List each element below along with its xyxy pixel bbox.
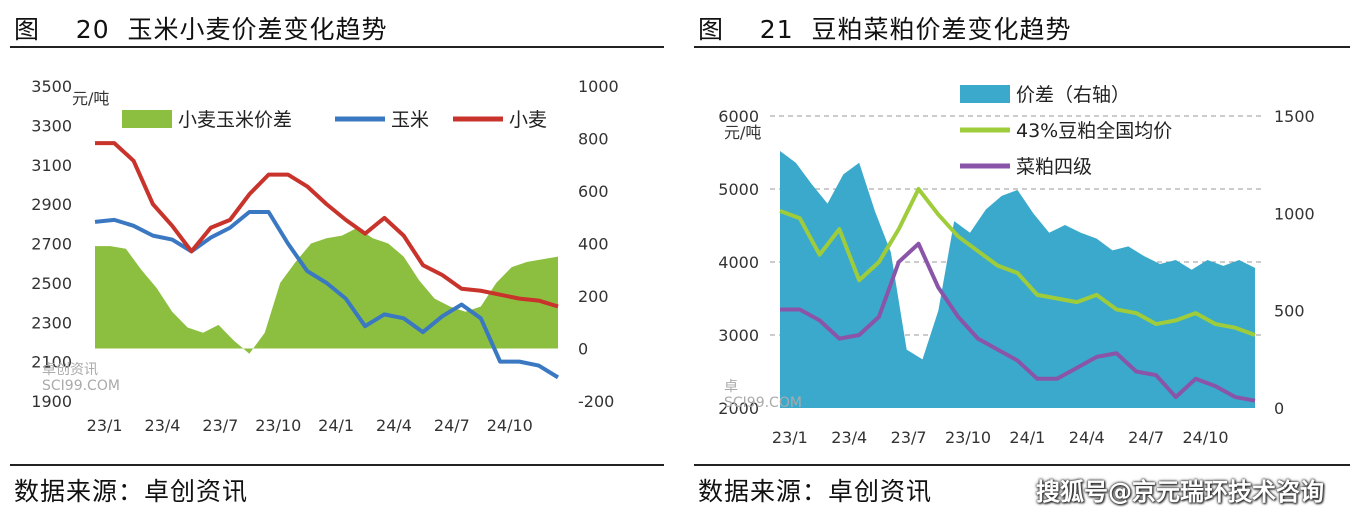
legend-swatch <box>960 85 1010 103</box>
x-tick-label: 23/4 <box>145 416 181 435</box>
y-left-tick-label: 3000 <box>718 326 759 345</box>
y-left-tick-label: 5000 <box>718 180 759 199</box>
y-left-tick-label: 1900 <box>31 392 72 411</box>
logo-watermark: 卓 <box>724 379 738 395</box>
legend-label: 菜粕四级 <box>1016 156 1092 178</box>
y-right-tick-label: 1500 <box>1274 107 1315 126</box>
x-tick-label: 24/10 <box>1182 428 1228 446</box>
legend-swatch <box>122 110 172 128</box>
y-right-tick-label: 200 <box>578 287 609 306</box>
y-right-tick-label: 1000 <box>1274 204 1315 223</box>
y-right-tick-label: 500 <box>1274 302 1305 321</box>
top-rule <box>694 46 1350 48</box>
x-tick-label: 24/7 <box>434 416 470 435</box>
y-right-tick-label: 0 <box>1274 399 1284 418</box>
unit-label: 元/吨 <box>72 89 109 108</box>
unit-label: 元/吨 <box>724 123 761 142</box>
y-right-tick-label: 1000 <box>578 77 619 96</box>
y-left-tick-label: 2900 <box>31 195 72 214</box>
x-tick-label: 24/4 <box>376 416 412 435</box>
x-tick-label: 23/1 <box>772 428 808 446</box>
y-right-tick-label: 800 <box>578 130 609 149</box>
x-tick-label: 23/1 <box>87 416 123 435</box>
x-tick-label: 23/4 <box>831 428 867 446</box>
y-left-tick-label: 2000 <box>718 399 759 418</box>
x-tick-label: 24/1 <box>1009 428 1045 446</box>
data-source: 数据来源：卓创资讯 <box>698 477 933 506</box>
chart-title: 图 21 豆粕菜粕价差变化趋势 <box>698 15 1072 44</box>
y-left-tick-label: 3500 <box>31 77 72 96</box>
logo-watermark: 卓创资讯 <box>42 362 98 378</box>
y-right-tick-label: -200 <box>578 392 614 411</box>
y-left-tick-label: 2100 <box>31 353 72 372</box>
chart-panel-meal: 图 21 豆粕菜粕价差变化趋势 6000 5000 4000 3000 2000 1500… <box>684 0 1358 514</box>
series-line-1 <box>94 210 560 380</box>
y-right-tick-label: 400 <box>578 235 609 254</box>
x-tick-label: 23/10 <box>255 416 301 435</box>
series-area-0 <box>95 227 558 354</box>
x-tick-label: 23/10 <box>945 428 991 446</box>
x-tick-label: 24/4 <box>1069 428 1105 446</box>
bottom-rule <box>10 464 664 466</box>
series-line-1 <box>779 187 1256 337</box>
x-tick-label: 23/7 <box>891 428 927 446</box>
bottom-rule <box>694 464 1350 466</box>
logo-watermark-sub: SCI99.COM <box>42 378 120 394</box>
y-left-tick-label: 4000 <box>718 253 759 272</box>
chart-plot-corn-wheat: 3500 3300 3100 2900 2700 2500 2300 2100 1900 1000… <box>31 77 619 435</box>
y-right-tick-label: 0 <box>578 340 588 359</box>
top-rule <box>10 46 664 48</box>
watermark-text: 搜狐号@京元瑞环技术咨询 <box>1036 478 1324 506</box>
series-area-0 <box>780 151 1255 408</box>
y-right-tick-label: 600 <box>578 182 609 201</box>
series-line-2 <box>95 141 559 309</box>
data-source: 数据来源：卓创资讯 <box>14 477 249 506</box>
legend-label: 小麦玉米价差 <box>178 109 292 131</box>
chart-title: 图 20 玉米小麦价差变化趋势 <box>14 15 388 44</box>
series-line-2 <box>780 241 1256 403</box>
legend-label: 43%豆粕全国均价 <box>1016 120 1172 142</box>
logo-watermark-sub: SCI99.COM <box>724 395 802 411</box>
chart-panel-corn-wheat: 图 20 玉米小麦价差变化趋势 3500 3300 3100 2900 2700 2500… <box>0 0 672 514</box>
y-left-tick-label: 3100 <box>31 156 72 175</box>
x-tick-label: 23/7 <box>202 416 238 435</box>
y-left-tick-label: 2500 <box>31 274 72 293</box>
y-left-tick-label: 2300 <box>31 313 72 332</box>
y-left-tick-label: 3300 <box>31 116 72 135</box>
y-left-tick-label: 6000 <box>718 107 759 126</box>
legend-label: 价差（右轴） <box>1016 84 1130 106</box>
y-left-tick-label: 2700 <box>31 235 72 254</box>
x-tick-label: 24/10 <box>487 416 533 435</box>
legend-label: 小麦 <box>509 109 547 131</box>
legend-label: 玉米 <box>391 109 429 131</box>
x-tick-label: 24/7 <box>1128 428 1164 446</box>
x-tick-label: 24/1 <box>318 416 354 435</box>
